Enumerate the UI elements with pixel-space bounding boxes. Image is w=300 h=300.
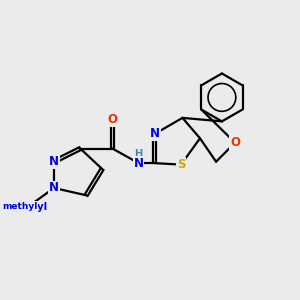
- Text: O: O: [107, 113, 117, 126]
- Text: H: H: [134, 149, 143, 159]
- Text: O: O: [230, 136, 240, 149]
- Text: methyl: methyl: [8, 202, 47, 212]
- Text: S: S: [177, 158, 185, 171]
- Text: N: N: [150, 128, 160, 140]
- Text: N: N: [49, 182, 59, 194]
- Text: N: N: [134, 157, 144, 169]
- Text: N: N: [49, 155, 59, 168]
- Text: methyl: methyl: [3, 202, 38, 211]
